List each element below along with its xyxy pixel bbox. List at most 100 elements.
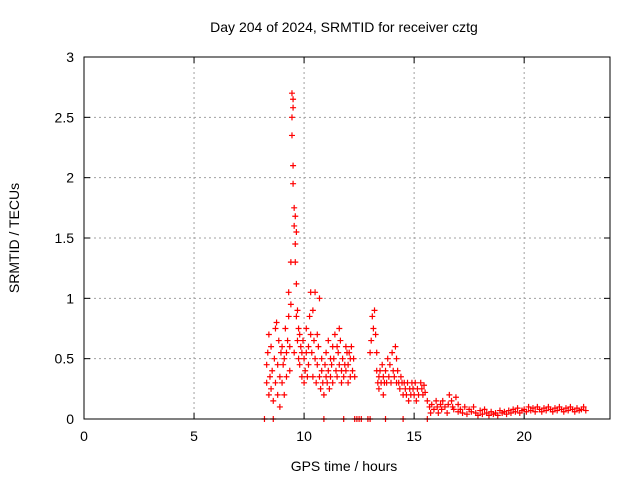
data-point — [455, 401, 462, 408]
data-point — [393, 355, 400, 362]
data-point — [288, 114, 295, 121]
data-point — [305, 361, 312, 368]
data-point — [283, 349, 290, 356]
x-axis-label: GPS time / hours — [291, 458, 398, 474]
data-point — [413, 397, 420, 404]
data-point — [315, 343, 322, 350]
data-point — [377, 367, 384, 374]
data-point — [538, 408, 545, 415]
data-point — [342, 367, 349, 374]
data-point — [274, 361, 281, 368]
data-point — [294, 337, 301, 344]
data-point — [543, 407, 550, 414]
data-point — [380, 373, 387, 380]
data-point — [328, 361, 335, 368]
data-point — [512, 408, 519, 415]
data-point — [338, 379, 345, 386]
data-point — [421, 382, 428, 389]
data-point — [379, 361, 386, 368]
data-point — [375, 385, 382, 392]
data-point — [345, 361, 352, 368]
data-point — [283, 373, 290, 380]
data-point — [288, 90, 295, 97]
data-point — [291, 222, 298, 229]
data-point — [417, 379, 424, 386]
data-point — [370, 325, 377, 332]
data-point — [296, 331, 303, 338]
data-point — [346, 349, 353, 356]
data-point — [418, 385, 425, 392]
data-point — [321, 361, 328, 368]
data-point — [309, 307, 316, 314]
data-point — [523, 408, 530, 415]
data-point — [294, 307, 301, 314]
data-point — [337, 337, 344, 344]
data-point — [293, 313, 300, 320]
x-tick-label: 10 — [296, 428, 312, 444]
data-point — [424, 397, 431, 404]
data-point — [329, 379, 336, 386]
data-point — [301, 355, 308, 362]
y-tick-label: 2 — [66, 170, 74, 186]
data-point — [268, 385, 275, 392]
data-point — [448, 397, 455, 404]
x-tick-label: 0 — [80, 428, 88, 444]
data-point — [439, 397, 446, 404]
data-point — [295, 355, 302, 362]
data-point — [336, 361, 343, 368]
data-point — [281, 355, 288, 362]
data-point — [394, 367, 401, 374]
data-point — [320, 391, 327, 398]
data-point — [368, 337, 375, 344]
data-point — [430, 406, 437, 413]
data-point — [532, 408, 539, 415]
data-point — [293, 280, 300, 287]
data-point — [295, 325, 302, 332]
data-point — [348, 343, 355, 350]
data-point — [438, 406, 445, 413]
data-point — [291, 204, 298, 211]
data-point — [382, 367, 389, 374]
data-point — [312, 355, 319, 362]
data-point — [452, 394, 459, 401]
data-point — [470, 403, 477, 410]
data-point — [318, 355, 325, 362]
data-point — [389, 349, 396, 356]
data-point — [292, 241, 299, 248]
data-point — [310, 337, 317, 344]
data-point — [302, 367, 309, 374]
x-tick-label: 20 — [516, 428, 532, 444]
data-point — [549, 408, 556, 415]
x-tick-label: 15 — [406, 428, 422, 444]
data-point — [580, 403, 587, 410]
data-point — [336, 325, 343, 332]
data-point — [316, 373, 323, 380]
data-point — [266, 373, 273, 380]
data-point — [457, 406, 464, 413]
data-point — [279, 343, 286, 350]
data-point — [290, 96, 297, 103]
y-tick-label: 0 — [66, 411, 74, 427]
x-tick-label: 5 — [190, 428, 198, 444]
data-point — [380, 391, 387, 398]
data-point — [367, 349, 374, 356]
data-point — [428, 401, 435, 408]
data-point — [371, 307, 378, 314]
data-point — [422, 389, 429, 396]
data-point — [271, 355, 278, 362]
data-point — [477, 407, 484, 414]
data-point — [263, 361, 270, 368]
data-point — [468, 408, 475, 415]
data-point — [264, 349, 271, 356]
y-tick-label: 1.5 — [55, 230, 75, 246]
data-point — [554, 407, 561, 414]
axis-ticks: 0 5 10 15 20 0 0.5 1 1.5 2 2.5 3 — [55, 49, 610, 444]
data-point — [323, 349, 330, 356]
data-point — [391, 373, 398, 380]
data-point — [386, 361, 393, 368]
data-point — [340, 373, 347, 380]
data-point — [463, 411, 470, 418]
data-point — [317, 385, 324, 392]
data-point — [388, 379, 395, 386]
